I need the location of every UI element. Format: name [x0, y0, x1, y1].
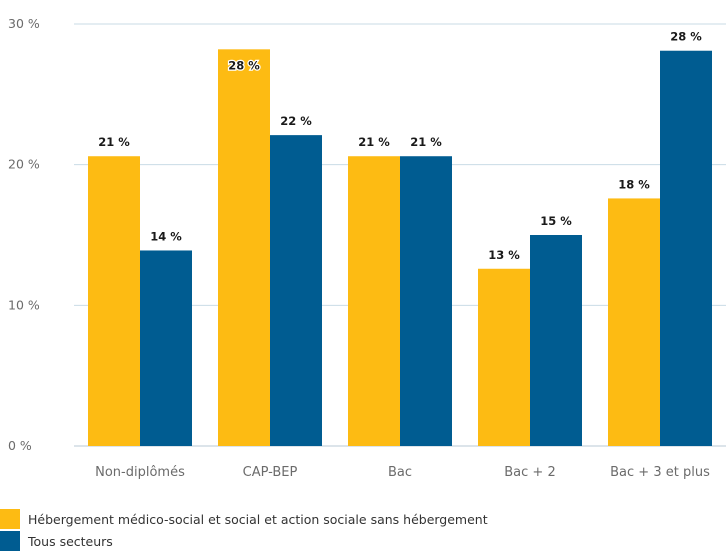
data-label-4-1: 28 % [670, 30, 702, 44]
y-tick-label-0: 0 % [8, 438, 32, 453]
data-label-4-0: 18 % [618, 177, 650, 191]
chart-svg: 0 %10 %20 %30 % 21 %14 %28 %22 %21 % 21 %… [8, 16, 726, 480]
data-label-0-0: 21 % [98, 135, 130, 149]
x-tick-label-2: Bac [388, 465, 412, 480]
data-label-2-0: 21 % [358, 135, 390, 149]
bar-2-1 [400, 156, 452, 446]
x-axis-ticks: Non-diplômés CAP-BEP Bac Bac + 2 Bac + 3 et … [95, 465, 710, 480]
y-tick-label-3: 30 % [8, 16, 40, 31]
data-label-2-1: 21 % [410, 135, 442, 149]
legend-item-1: Tous secteurs [0, 531, 726, 551]
x-tick-label-3: Bac + 2 [504, 465, 555, 480]
data-labels: 21 % 14 % 28 % 22 % 21 % 21 % 13 % 15 % 18 % 28 % [98, 30, 702, 262]
x-tick-label-1: CAP-BEP [243, 465, 298, 480]
legend-swatch-0 [0, 509, 20, 529]
x-tick-label-0: Non-diplômés [95, 465, 185, 480]
bar-3-1 [530, 235, 582, 446]
bar-4-0 [608, 198, 660, 446]
y-axis-ticks: 0 % 10 % 20 % 30 % [8, 16, 40, 453]
bars [88, 49, 712, 447]
legend-label-1: Tous secteurs [28, 533, 113, 549]
bar-0-0 [88, 156, 140, 446]
x-tick-label-4: Bac + 3 et plus [610, 465, 710, 480]
legend-swatch-1 [0, 531, 20, 551]
legend-item-0: Hébergement médico-social et social et a… [0, 509, 726, 529]
bar-2-0 [348, 156, 400, 446]
data-label-3-1: 15 % [540, 214, 572, 228]
bar-3-0 [478, 268, 530, 446]
data-label-0-1: 14 % [150, 229, 182, 243]
legend-label-0: Hébergement médico-social et social et a… [28, 511, 488, 527]
data-label-1-0: 28 % [228, 58, 260, 72]
bar-1-0 [218, 49, 270, 446]
data-label-1-1: 22 % [280, 114, 312, 128]
y-tick-label-1: 10 % [8, 297, 40, 312]
bar-4-1 [660, 50, 712, 447]
bar-0-1 [140, 250, 192, 446]
bar-1-1 [270, 135, 322, 447]
y-tick-label-2: 20 % [8, 157, 40, 172]
data-label-3-0: 13 % [488, 248, 520, 262]
